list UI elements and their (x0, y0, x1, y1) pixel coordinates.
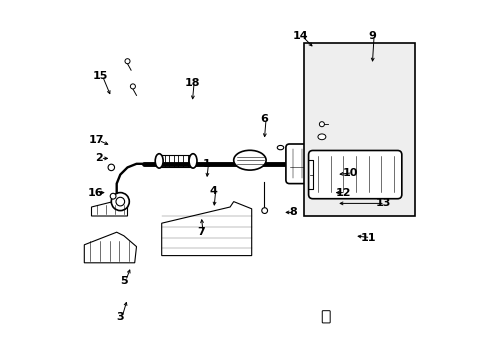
Text: 14: 14 (292, 31, 307, 41)
Text: 11: 11 (360, 233, 376, 243)
Text: 17: 17 (89, 135, 104, 145)
Circle shape (125, 59, 130, 64)
FancyBboxPatch shape (285, 144, 334, 184)
Polygon shape (162, 202, 251, 256)
Ellipse shape (277, 145, 283, 150)
Circle shape (110, 193, 116, 199)
Text: 18: 18 (184, 78, 200, 88)
Circle shape (130, 84, 135, 89)
Circle shape (116, 197, 124, 206)
Text: 4: 4 (209, 186, 217, 196)
Text: 5: 5 (120, 276, 127, 286)
Ellipse shape (155, 154, 163, 168)
FancyBboxPatch shape (308, 150, 401, 199)
Bar (303, 43, 415, 216)
Ellipse shape (317, 134, 325, 140)
Text: 15: 15 (93, 71, 108, 81)
Circle shape (319, 122, 324, 127)
Text: 1: 1 (203, 159, 210, 169)
Circle shape (261, 208, 267, 213)
Text: 2: 2 (95, 153, 102, 163)
Text: 3: 3 (116, 312, 124, 322)
FancyBboxPatch shape (322, 311, 329, 323)
Circle shape (111, 193, 129, 211)
Ellipse shape (189, 154, 197, 168)
Ellipse shape (233, 150, 265, 170)
Text: 9: 9 (367, 31, 375, 41)
Text: 8: 8 (288, 207, 296, 217)
Polygon shape (84, 232, 136, 263)
Text: 7: 7 (197, 227, 205, 237)
Text: 6: 6 (260, 114, 268, 124)
Text: 13: 13 (375, 198, 390, 208)
Text: 16: 16 (87, 188, 102, 198)
Polygon shape (91, 200, 127, 216)
Text: 10: 10 (342, 168, 358, 178)
Circle shape (108, 164, 114, 171)
Text: 12: 12 (335, 188, 350, 198)
